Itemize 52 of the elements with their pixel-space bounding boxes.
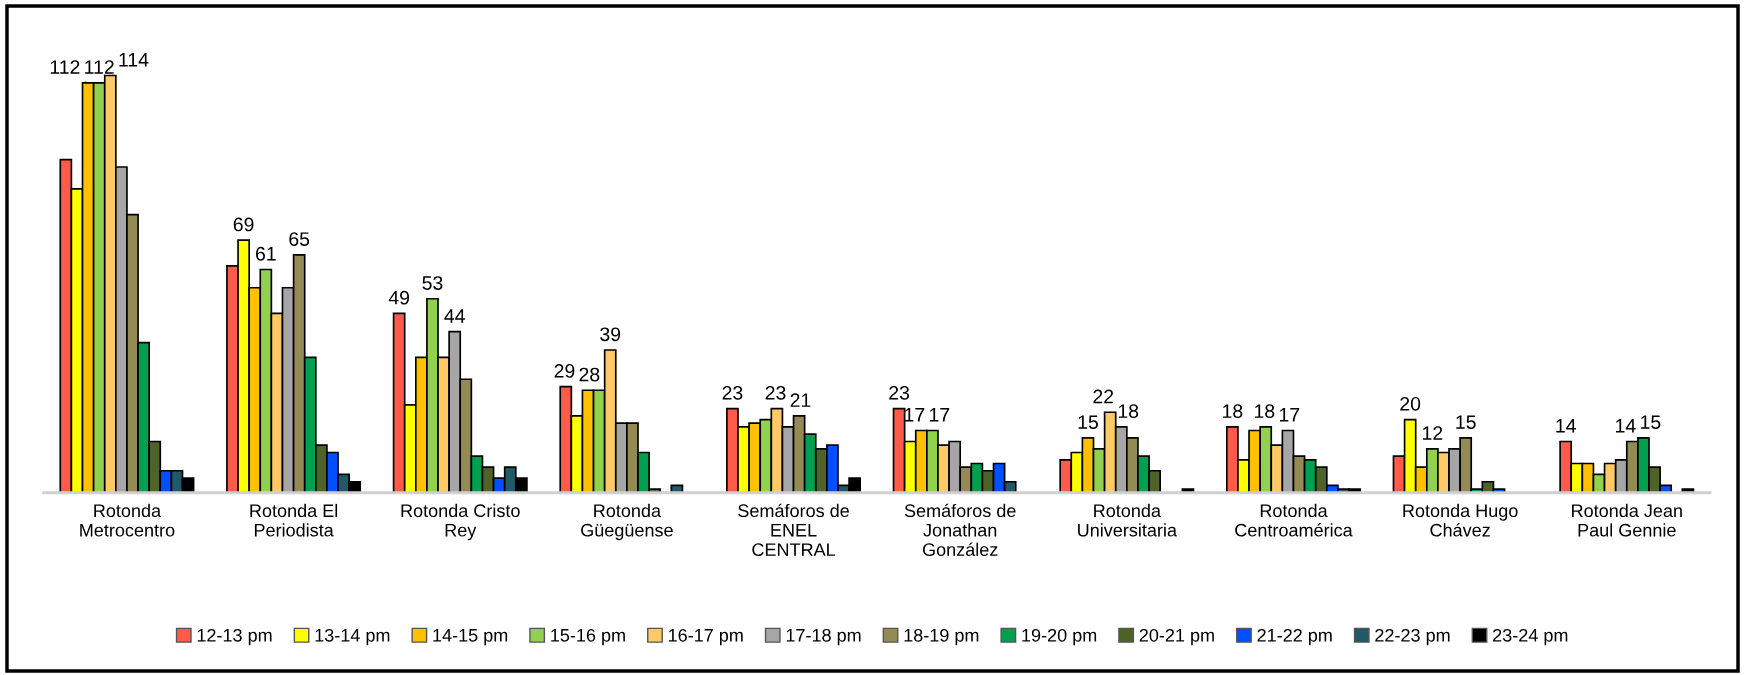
legend-label: 19-20 pm (1022, 628, 1097, 646)
data-label: 65 (289, 232, 310, 246)
x-tick-label: Rotonda Centroamérica (1235, 503, 1353, 537)
x-tick-label: Rotonda Güegüense (581, 503, 673, 541)
data-label: 17 (930, 408, 950, 422)
data-label: 20 (1400, 396, 1421, 411)
data-label: 15 (1078, 415, 1098, 429)
data-label: 18 (1118, 404, 1139, 419)
data-label: 23 (765, 385, 786, 400)
data-label: 53 (422, 276, 443, 290)
data-label: 28 (579, 367, 600, 382)
legend-label: 22-23 pm (1375, 628, 1450, 646)
data-label: 17 (905, 408, 925, 422)
legend-label: 13-14 pm (315, 628, 390, 646)
legend-label: 17-18 pm (786, 628, 861, 646)
data-label: 21 (790, 393, 811, 407)
x-tick-label: Semáforos de Jonathan González (904, 503, 1016, 557)
legend-label: 15-16 pm (551, 628, 625, 646)
data-label: 69 (233, 217, 254, 232)
legend-label: 12-13 pm (197, 628, 272, 646)
x-tick-label: Rotonda Jean Paul Gennie (1572, 503, 1682, 537)
data-label: 39 (600, 327, 621, 342)
data-label: 18 (1223, 404, 1243, 419)
legend-label: 23-24 pm (1493, 628, 1568, 646)
legend-label: 14-15 pm (433, 629, 508, 646)
legend-label: 18-19 pm (904, 628, 979, 646)
data-label: 29 (554, 363, 575, 378)
data-label: 14 (1616, 419, 1636, 433)
legend-label: 20-21 pm (1139, 628, 1214, 646)
x-tick-label: Rotonda Cristo Rey (401, 503, 520, 541)
x-tick-label: Rotonda El Periodista (250, 503, 338, 537)
data-label: 15 (1641, 415, 1661, 429)
data-label: 114 (119, 53, 149, 67)
legend-label: 16-17 pm (668, 628, 743, 646)
data-label: 12 (1423, 426, 1443, 440)
data-label: 44 (444, 309, 465, 323)
data-label: 112 (50, 60, 80, 74)
x-tick-label: Rotonda Universitaria (1078, 503, 1177, 537)
x-tick-label: Rotonda Hugo Chávez (1403, 503, 1518, 537)
data-label: 49 (388, 290, 410, 305)
data-label: 18 (1255, 404, 1275, 419)
data-label: 112 (85, 60, 114, 74)
x-tick-label: Rotonda Metrocentro (80, 503, 175, 537)
data-label: 23 (722, 385, 743, 400)
data-label: 22 (1093, 389, 1114, 404)
data-label: 14 (1556, 419, 1576, 433)
data-label: 17 (1279, 408, 1300, 422)
data-label: 61 (256, 246, 276, 261)
data-label: 23 (889, 385, 910, 400)
x-tick-label: Semáforos de ENEL CENTRAL (738, 503, 849, 557)
legend-label: 21-22 pm (1257, 628, 1332, 646)
data-label: 15 (1456, 415, 1476, 429)
